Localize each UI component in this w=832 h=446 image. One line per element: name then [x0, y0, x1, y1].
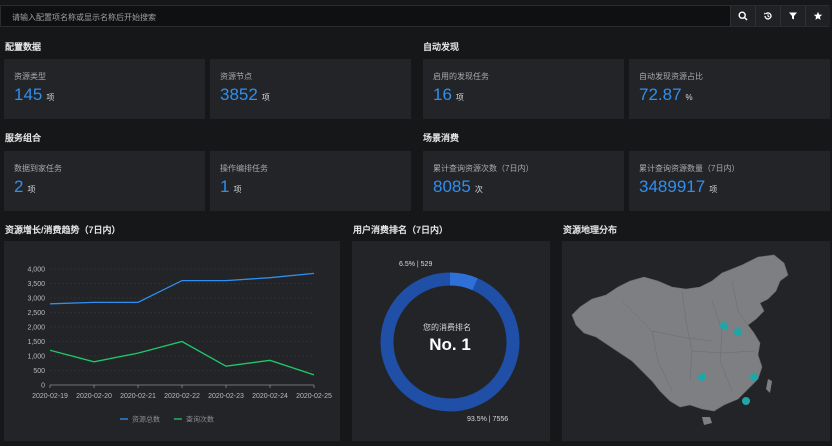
search-input[interactable] [1, 6, 734, 28]
card-value: 16 项 [433, 85, 464, 104]
filter-icon [789, 12, 797, 20]
y-tick-label: 3,500 [27, 281, 45, 288]
card-label: 累计查询资源次数（7日内） [433, 164, 534, 173]
ranking-center-label: 您的消费排名 [423, 322, 471, 332]
series-line-2 [49, 340, 315, 376]
card-value: 8085 次 [433, 177, 483, 196]
card-value: 3489917 项 [639, 177, 718, 196]
section-title-consumption: 场景消费 [423, 133, 460, 143]
hainan-island [702, 417, 712, 425]
filter-button[interactable] [780, 6, 805, 26]
card-query-resources: 累计查询资源数量（7日内） 3489917 项 [629, 151, 830, 211]
ranking-center-value: No. 1 [429, 335, 471, 354]
x-tick-label: 2020-02-19 [32, 393, 68, 400]
y-tick-label: 500 [33, 368, 45, 375]
favorite-button[interactable] [805, 6, 830, 26]
ranking-panel: 您的消费排名 No. 1 6.5% | 529 93.5% | 7556 [352, 241, 550, 441]
donut-label-small: 6.5% | 529 [399, 261, 432, 268]
y-tick-label: 4,000 [27, 267, 45, 274]
section-title-service: 服务组合 [5, 133, 42, 143]
card-discovery-tasks: 启用的发现任务 16 项 [423, 59, 624, 119]
province-borders [621, 280, 755, 392]
map-marker[interactable] [698, 373, 706, 381]
search-button[interactable] [730, 6, 755, 26]
card-value: 3852 项 [220, 85, 270, 104]
china-map-shape [571, 254, 789, 412]
x-tick-label: 2020-02-20 [76, 393, 112, 400]
y-tick-label: 2,000 [27, 325, 45, 332]
section-title-discovery: 自动发现 [423, 42, 460, 52]
y-tick-label: 3,000 [27, 296, 45, 303]
map-marker[interactable] [734, 328, 742, 336]
geo-title: 资源地理分布 [563, 225, 618, 235]
y-tick-label: 1,000 [27, 354, 45, 361]
china-map [571, 254, 789, 425]
star-icon [813, 11, 823, 20]
map-marker[interactable] [750, 373, 758, 381]
legend-label[interactable]: 查询次数 [186, 415, 214, 424]
y-tick-label: 1,500 [27, 339, 45, 346]
card-value: 145 项 [14, 85, 55, 104]
trend-chart: 0 500 1,000 1,500 2,000 2,500 3,000 3,500 4,000 2… [27, 267, 332, 424]
card-resource-types: 资源类型 145 项 [4, 59, 205, 119]
search-icon [738, 11, 748, 21]
map-marker[interactable] [720, 322, 728, 330]
ranking-donut-chart: 您的消费排名 No. 1 6.5% | 529 93.5% | 7556 [380, 261, 520, 423]
search-bar [0, 5, 830, 28]
history-icon [764, 12, 772, 20]
x-tick-label: 2020-02-25 [296, 393, 332, 400]
donut-slice[interactable] [380, 272, 520, 412]
card-label: 数据到家任务 [14, 164, 62, 173]
trend-panel: 0 500 1,000 1,500 2,000 2,500 3,000 3,500 4,000 2… [4, 241, 340, 441]
y-tick-label: 0 [41, 383, 45, 390]
card-label: 累计查询资源数量（7日内） [639, 164, 740, 173]
card-discovery-ratio: 自动发现资源占比 72.87% [629, 59, 830, 119]
history-button[interactable] [755, 6, 780, 26]
taiwan-island [766, 379, 772, 393]
legend-label[interactable]: 资源总数 [132, 415, 160, 424]
card-label: 资源节点 [220, 72, 252, 81]
map-marker[interactable] [742, 397, 750, 405]
trend-title: 资源增长/消费趋势（7日内） [5, 225, 121, 235]
card-label: 自动发现资源占比 [639, 72, 703, 81]
x-tick-label: 2020-02-21 [120, 393, 156, 400]
y-tick-label: 2,500 [27, 310, 45, 317]
donut-slice[interactable] [449, 272, 478, 291]
card-value: 72.87% [639, 85, 693, 104]
card-label: 资源类型 [14, 72, 46, 81]
card-query-count: 累计查询资源次数（7日内） 8085 次 [423, 151, 624, 211]
ranking-title: 用户消费排名（7日内） [353, 225, 449, 235]
card-resource-nodes: 资源节点 3852 项 [210, 59, 411, 119]
card-label: 启用的发现任务 [433, 72, 489, 81]
x-tick-label: 2020-02-22 [164, 393, 200, 400]
donut-label-large: 93.5% | 7556 [467, 416, 508, 423]
section-title-config: 配置数据 [5, 42, 42, 52]
series-line-1 [49, 272, 315, 305]
card-label: 操作编排任务 [220, 164, 268, 173]
geo-panel [562, 241, 830, 441]
x-tick-label: 2020-02-23 [208, 393, 244, 400]
x-tick-label: 2020-02-24 [252, 393, 288, 400]
